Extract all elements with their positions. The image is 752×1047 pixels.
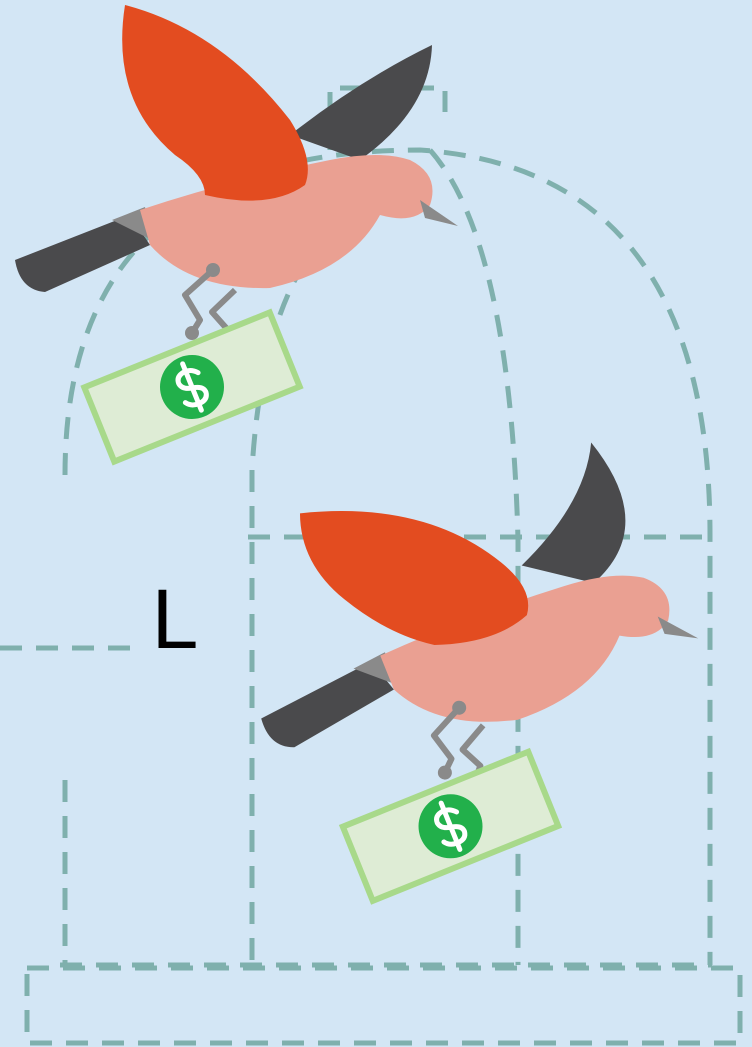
- foot: [185, 326, 199, 340]
- page: {"label": "L"} L: [0, 0, 752, 1047]
- label: L: [152, 572, 199, 666]
- joint: [206, 263, 220, 277]
- illustration: L: [0, 0, 752, 1047]
